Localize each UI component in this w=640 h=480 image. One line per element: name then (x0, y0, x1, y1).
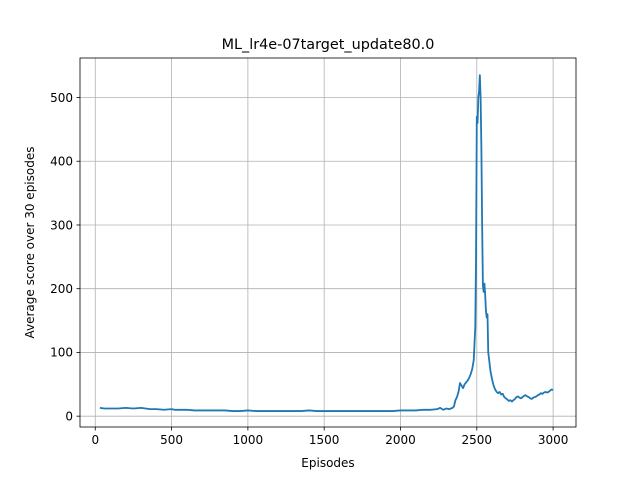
y-tick-label: 300 (50, 218, 73, 232)
y-tick-label: 200 (50, 282, 73, 296)
plot-frame (79, 57, 577, 428)
chart-title: ML_lr4e-07target_update80.0 (222, 37, 435, 53)
x-axis-label: Episodes (301, 456, 354, 470)
y-tick-label: 0 (65, 409, 73, 423)
y-tick-label: 500 (50, 91, 73, 105)
series-line (99, 74, 554, 412)
x-tick-label: 1000 (233, 433, 264, 447)
y-tick-label: 400 (50, 155, 73, 169)
x-tick-label: 0 (91, 433, 99, 447)
x-tick-label: 3000 (538, 433, 569, 447)
x-tick-label: 1500 (309, 433, 340, 447)
y-tick-label: 100 (50, 346, 73, 360)
x-axis: 0 500 1000 1500 2000 2500 3000 (91, 427, 568, 447)
x-tick-label: 2000 (385, 433, 416, 447)
x-tick-label: 500 (160, 433, 183, 447)
y-axis-label: Average score over 30 episodes (23, 147, 37, 339)
y-axis: 0 100 200 300 400 500 (50, 91, 80, 423)
x-tick-label: 2500 (462, 433, 493, 447)
